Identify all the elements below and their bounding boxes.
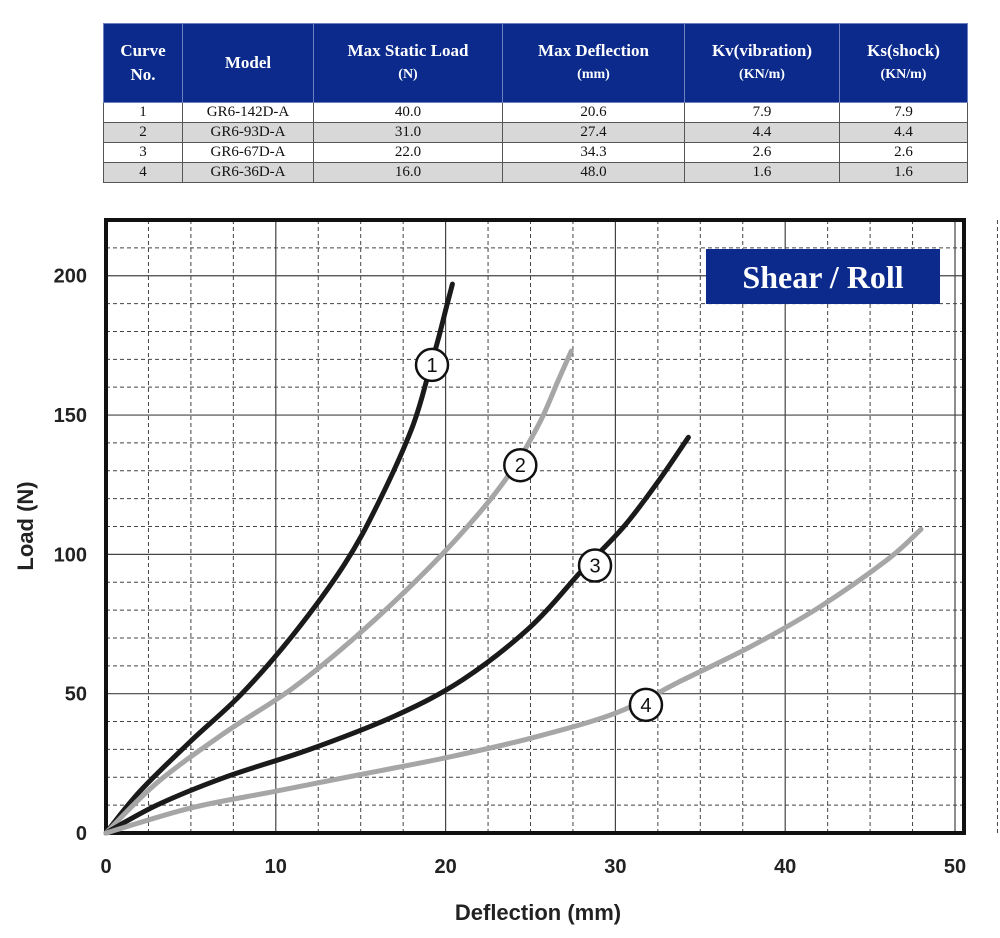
cell-max-static-load: 16.0 [313, 162, 503, 183]
header-curve-no: Curve No. [103, 23, 183, 103]
curve-label-1: 1 [426, 355, 437, 377]
x-axis-label: Deflection (mm) [455, 900, 621, 925]
table-row: 2 GR6-93D-A 31.0 27.4 4.4 4.4 [103, 122, 968, 143]
curve-label-3: 3 [589, 556, 600, 578]
cell-max-static-load: 22.0 [313, 142, 503, 163]
load-deflection-chart: 1 2 3 4 Shear / Roll 0 10 20 30 40 50 0 50 100 150 20… [13, 218, 998, 925]
plot-frame [104, 218, 966, 835]
y-tick-label: 150 [54, 405, 87, 427]
cell-curve-no: 2 [103, 122, 183, 143]
cell-curve-no: 1 [103, 102, 183, 123]
grid [106, 219, 998, 833]
cell-kv: 4.4 [684, 122, 840, 143]
curve-label-circle-3 [577, 548, 613, 583]
cell-kv: 2.6 [684, 142, 840, 163]
y-tick-label: 100 [54, 544, 87, 566]
cell-curve-no: 4 [103, 162, 183, 183]
x-tick-label: 50 [944, 856, 966, 878]
tick-labels: 0 10 20 30 40 50 0 50 100 150 200 [54, 266, 967, 878]
cell-model: GR6-142D-A [182, 102, 314, 123]
cell-max-deflection: 34.3 [502, 142, 685, 163]
cell-max-deflection: 48.0 [502, 162, 685, 183]
cell-ks: 2.6 [839, 142, 968, 163]
cell-kv: 7.9 [684, 102, 840, 123]
x-tick-label: 40 [774, 856, 796, 878]
curve-label-circle-1 [414, 347, 450, 383]
chart-title: Shear / Roll [742, 259, 903, 295]
cell-kv: 1.6 [684, 162, 840, 183]
cell-model: GR6-93D-A [182, 122, 314, 143]
y-tick-label: 200 [54, 266, 87, 288]
cell-ks: 7.9 [839, 102, 968, 123]
spec-table: Curve No. Model Max Static Load (N) Max De… [103, 23, 968, 183]
series-line-2 [103, 348, 574, 836]
header-kv: Kv(vibration) (KN/m) [684, 23, 840, 103]
x-tick-label: 10 [265, 856, 287, 878]
cell-max-static-load: 31.0 [313, 122, 503, 143]
cell-ks: 4.4 [839, 122, 968, 143]
chart-title-background [706, 249, 940, 304]
series-line-1 [103, 281, 455, 836]
cell-max-deflection: 20.6 [502, 102, 685, 123]
header-model: Model [182, 23, 314, 103]
curve-label-4: 4 [640, 695, 651, 717]
chart-title-box: Shear / Roll [706, 249, 940, 304]
header-max-deflection: Max Deflection (mm) [502, 23, 685, 103]
x-tick-label: 0 [100, 856, 111, 878]
curve-label-circle-2 [503, 447, 538, 483]
header-ks: Ks(shock) (KN/m) [839, 23, 968, 103]
x-tick-label: 20 [434, 856, 456, 878]
y-tick-label: 50 [65, 684, 87, 706]
cell-max-deflection: 27.4 [502, 122, 685, 143]
series-lines [103, 281, 924, 836]
cell-ks: 1.6 [839, 162, 968, 183]
series-line-4 [103, 526, 924, 836]
table-row: 4 GR6-36D-A 16.0 48.0 1.6 1.6 [103, 162, 968, 183]
cell-model: GR6-36D-A [182, 162, 314, 183]
y-tick-label: 0 [76, 823, 87, 845]
cell-max-static-load: 40.0 [313, 102, 503, 123]
header-max-static-load: Max Static Load (N) [313, 23, 503, 103]
x-tick-label: 30 [604, 856, 626, 878]
table-header-row: Curve No. Model Max Static Load (N) Max De… [103, 23, 968, 103]
cell-model: GR6-67D-A [182, 142, 314, 163]
table-row: 3 GR6-67D-A 22.0 34.3 2.6 2.6 [103, 142, 968, 163]
y-axis-label: Load (N) [13, 481, 38, 570]
table-row: 1 GR6-142D-A 40.0 20.6 7.9 7.9 [103, 102, 968, 123]
curve-label-2: 2 [515, 455, 526, 477]
cell-curve-no: 3 [103, 142, 183, 163]
curve-label-circle-4 [628, 687, 664, 723]
series-line-3 [103, 434, 691, 836]
curve-labels: 1 2 3 4 [414, 347, 664, 723]
